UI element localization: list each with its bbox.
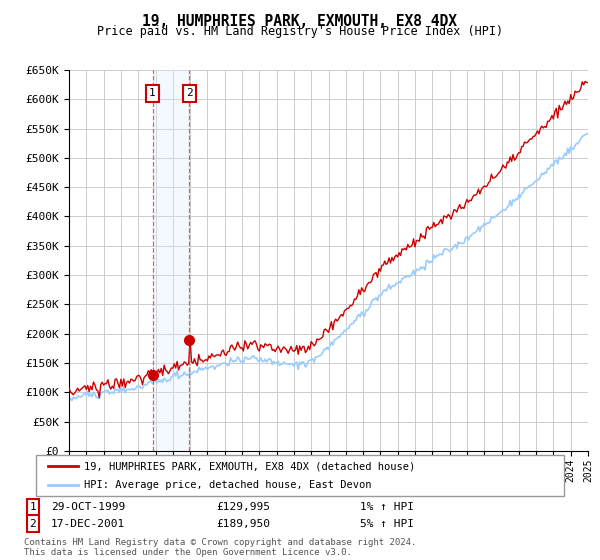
Text: 5% ↑ HPI: 5% ↑ HPI bbox=[360, 519, 414, 529]
Text: Contains HM Land Registry data © Crown copyright and database right 2024.
This d: Contains HM Land Registry data © Crown c… bbox=[24, 538, 416, 557]
Text: 17-DEC-2001: 17-DEC-2001 bbox=[51, 519, 125, 529]
Text: 1% ↑ HPI: 1% ↑ HPI bbox=[360, 502, 414, 512]
Text: 19, HUMPHRIES PARK, EXMOUTH, EX8 4DX (detached house): 19, HUMPHRIES PARK, EXMOUTH, EX8 4DX (de… bbox=[84, 461, 415, 471]
Text: 1: 1 bbox=[149, 88, 156, 99]
Text: 19, HUMPHRIES PARK, EXMOUTH, EX8 4DX: 19, HUMPHRIES PARK, EXMOUTH, EX8 4DX bbox=[143, 14, 458, 29]
Text: HPI: Average price, detached house, East Devon: HPI: Average price, detached house, East… bbox=[84, 480, 371, 491]
Text: 29-OCT-1999: 29-OCT-1999 bbox=[51, 502, 125, 512]
Text: 2: 2 bbox=[186, 88, 193, 99]
Text: 2: 2 bbox=[29, 519, 37, 529]
Text: £189,950: £189,950 bbox=[216, 519, 270, 529]
Text: £129,995: £129,995 bbox=[216, 502, 270, 512]
Bar bbox=[152, 70, 190, 451]
Text: 1: 1 bbox=[29, 502, 37, 512]
Text: Price paid vs. HM Land Registry's House Price Index (HPI): Price paid vs. HM Land Registry's House … bbox=[97, 25, 503, 38]
